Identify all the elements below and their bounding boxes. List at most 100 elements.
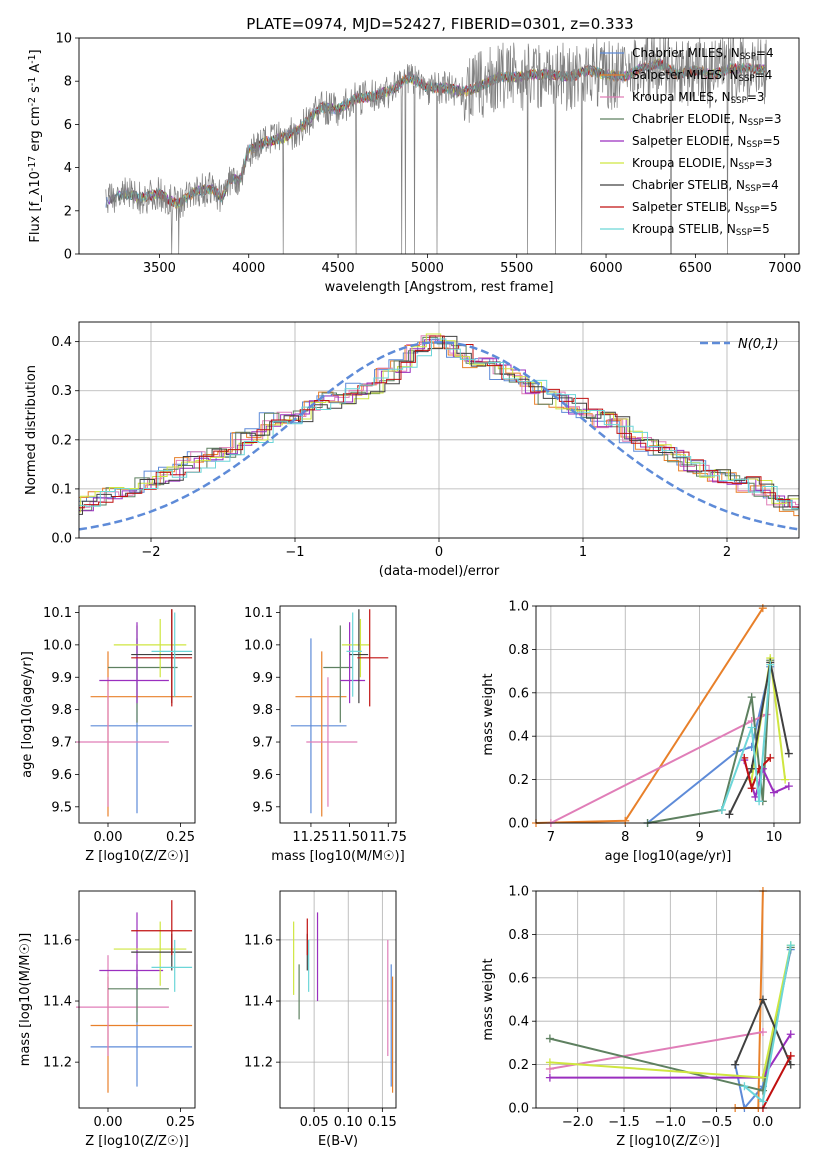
weight-vs-Z-ytick-label: 1.0 bbox=[508, 885, 529, 900]
weight-vs-age-ytick-label: 0.6 bbox=[508, 686, 529, 701]
age-vs-mass-xtick-label: 11.75 bbox=[370, 830, 407, 845]
mass-vs-Z-ylabel: mass [log10(M/M☉)] bbox=[18, 933, 33, 1066]
weight-vs-Z-xtick-label: −2.0 bbox=[562, 1115, 594, 1130]
mass-vs-ebv-ytick-label: 11.4 bbox=[244, 995, 273, 1010]
legend-label: Chabrier MILES, NSSP=4 bbox=[632, 46, 774, 62]
weight-marker bbox=[758, 995, 767, 1004]
residuals-ytick-label: 0.3 bbox=[51, 384, 72, 399]
legend-label: Kroupa ELODIE, NSSP=3 bbox=[632, 156, 772, 172]
weight-marker bbox=[545, 1058, 554, 1067]
weight-vs-age-ytick-label: 0.8 bbox=[508, 643, 529, 658]
age-vs-mass-ytick-label: 9.7 bbox=[252, 736, 273, 751]
weight-marker bbox=[766, 660, 775, 669]
residual-histogram bbox=[79, 341, 799, 517]
spectrum-ylabel: Flux [f_λ10-17 erg cm-2 s-1 A-1] bbox=[27, 49, 43, 242]
residual-histogram bbox=[79, 335, 799, 515]
residuals-xtick-label: 1 bbox=[579, 545, 587, 560]
legend-label: Kroupa STELIB, NSSP=5 bbox=[632, 222, 770, 238]
residuals-frame bbox=[78, 321, 800, 539]
weight-vs-Z-xtick-label: 0.0 bbox=[753, 1115, 774, 1130]
spectrum-xtick-label: 4500 bbox=[322, 261, 355, 276]
mass-vs-Z-xlabel: Z [log10(Z/Z☉)] bbox=[85, 1134, 189, 1149]
weight-marker bbox=[725, 810, 734, 819]
mass-vs-Z-frame bbox=[78, 890, 196, 1109]
weight-marker bbox=[758, 604, 767, 613]
weight-marker bbox=[747, 764, 756, 773]
weight-vs-age-xtick-label: 10 bbox=[766, 830, 783, 845]
age-vs-mass-axes: 11.25 11.50 11.75 9.5 9.6 9.7 9.8 9.9 10.0 10.1 ma… bbox=[244, 605, 407, 864]
age-vs-mass-xlabel: mass [log10(M/M☉)] bbox=[271, 849, 404, 864]
residuals-xlabel: (data-model)/error bbox=[379, 564, 500, 579]
residuals-ytick-label: 0.0 bbox=[51, 532, 72, 547]
weight-marker bbox=[781, 775, 790, 784]
spectrum-ytick-label: 2 bbox=[64, 204, 72, 219]
weight-vs-Z-ytick-label: 0.2 bbox=[508, 1058, 529, 1073]
residuals-ytick-label: 0.4 bbox=[51, 335, 72, 350]
mass-vs-Z-axes: 0.00 0.25 11.2 11.4 11.6 Z [log10(Z/Z☉)] mass … bbox=[18, 890, 196, 1149]
weight-line bbox=[762, 1055, 792, 1109]
age-vs-mass-xtick-label: 11.25 bbox=[292, 830, 329, 845]
spectrum-xtick-label: 4000 bbox=[232, 261, 265, 276]
residuals-axes: −2 −1 0 1 2 0.0 0.1 0.2 0.3 0.4 (data-model)/error… bbox=[24, 321, 800, 579]
residual-histogram bbox=[79, 338, 799, 509]
weight-marker bbox=[784, 749, 793, 758]
age-vs-Z-ytick-label: 9.8 bbox=[51, 703, 72, 718]
weight-vs-Z-frame bbox=[535, 890, 801, 1109]
residuals-ytick-label: 0.2 bbox=[51, 433, 72, 448]
spectrum-legend: Chabrier MILES, NSSP=4 Salpeter MILES, NS… bbox=[600, 46, 781, 238]
mass-vs-ebv-ytick-label: 11.2 bbox=[244, 1056, 273, 1071]
weight-marker bbox=[717, 805, 726, 814]
spectrum-ytick-label: 0 bbox=[64, 248, 72, 263]
mass-vs-Z-ytick-label: 11.2 bbox=[43, 1056, 72, 1071]
weight-vs-age-ytick-label: 1.0 bbox=[508, 600, 529, 615]
weight-marker bbox=[784, 782, 793, 791]
weight-marker bbox=[545, 1034, 554, 1043]
weight-vs-age-ytick-label: 0.0 bbox=[508, 817, 529, 832]
weight-vs-Z-ytick-label: 0.0 bbox=[508, 1102, 529, 1117]
weight-vs-Z-axes: −2.0 −1.5 −1.0 −0.5 0.0 0.0 0.2 0.4 0.6 0.8 1.0 Z [… bbox=[481, 885, 801, 1149]
spectrum-data-line bbox=[105, 38, 768, 254]
weight-vs-age-ytick-label: 0.4 bbox=[508, 730, 529, 745]
mass-vs-Z-ytick-label: 11.6 bbox=[43, 933, 72, 948]
weight-vs-age-ytick-label: 0.2 bbox=[508, 773, 529, 788]
legend-label: Chabrier ELODIE, NSSP=3 bbox=[632, 112, 781, 128]
residual-legend: N(0,1) bbox=[700, 337, 779, 352]
weight-vs-age-xtick-label: 9 bbox=[695, 830, 703, 845]
spectrum-xtick-label: 5000 bbox=[411, 261, 444, 276]
residuals-xtick-label: 0 bbox=[435, 545, 443, 560]
weight-marker bbox=[545, 1073, 554, 1082]
weight-vs-age-xtick-label: 8 bbox=[621, 830, 629, 845]
age-vs-Z-xtick-label: 0.00 bbox=[94, 830, 123, 845]
mass-vs-Z-ytick-label: 11.4 bbox=[43, 995, 72, 1010]
weight-marker bbox=[747, 784, 756, 793]
residual-histogram bbox=[79, 336, 799, 511]
spectrum-ytick-label: 4 bbox=[64, 161, 72, 176]
residual-histogram bbox=[79, 339, 799, 512]
spectrum-ytick-label: 8 bbox=[64, 75, 72, 90]
spectrum-xlabel: wavelength [Angstrom, rest frame] bbox=[325, 280, 554, 295]
weight-marker bbox=[786, 1060, 795, 1069]
weight-line bbox=[728, 662, 790, 815]
spectrum-title: PLATE=0974, MJD=52427, FIBERID=0301, z=0… bbox=[246, 15, 633, 33]
spectrum-ytick-label: 6 bbox=[64, 118, 72, 133]
age-vs-mass-ytick-label: 9.9 bbox=[252, 671, 273, 686]
mass-vs-Z-xtick-label: 0.25 bbox=[166, 1115, 195, 1130]
spectrum-xtick-label: 6500 bbox=[679, 261, 712, 276]
weight-vs-Z-xtick-label: −1.0 bbox=[655, 1115, 687, 1130]
mass-vs-ebv-xtick-label: 0.10 bbox=[334, 1115, 363, 1130]
residuals-ylabel: Normed distribution bbox=[24, 365, 39, 495]
normal-reference-curve bbox=[79, 340, 799, 531]
weight-vs-age-xlabel: age [log10(age/yr)] bbox=[605, 849, 732, 864]
age-vs-Z-axes: 0.00 0.25 9.5 9.6 9.7 9.8 9.9 10.0 10.1 Z [log10(… bbox=[20, 605, 196, 864]
age-vs-mass-xtick-label: 11.50 bbox=[331, 830, 368, 845]
spectrum-xtick-label: 3500 bbox=[143, 261, 176, 276]
weight-vs-Z-ytick-label: 0.6 bbox=[508, 971, 529, 986]
age-vs-mass-ytick-label: 9.6 bbox=[252, 768, 273, 783]
weight-marker bbox=[758, 1097, 767, 1106]
weight-vs-Z-ytick-label: 0.4 bbox=[508, 1015, 529, 1030]
residuals-xtick-label: −2 bbox=[141, 545, 160, 560]
weight-line bbox=[720, 664, 772, 811]
legend-label: Chabrier STELIB, NSSP=4 bbox=[632, 178, 779, 194]
mass-vs-ebv-xtick-label: 0.05 bbox=[300, 1115, 329, 1130]
